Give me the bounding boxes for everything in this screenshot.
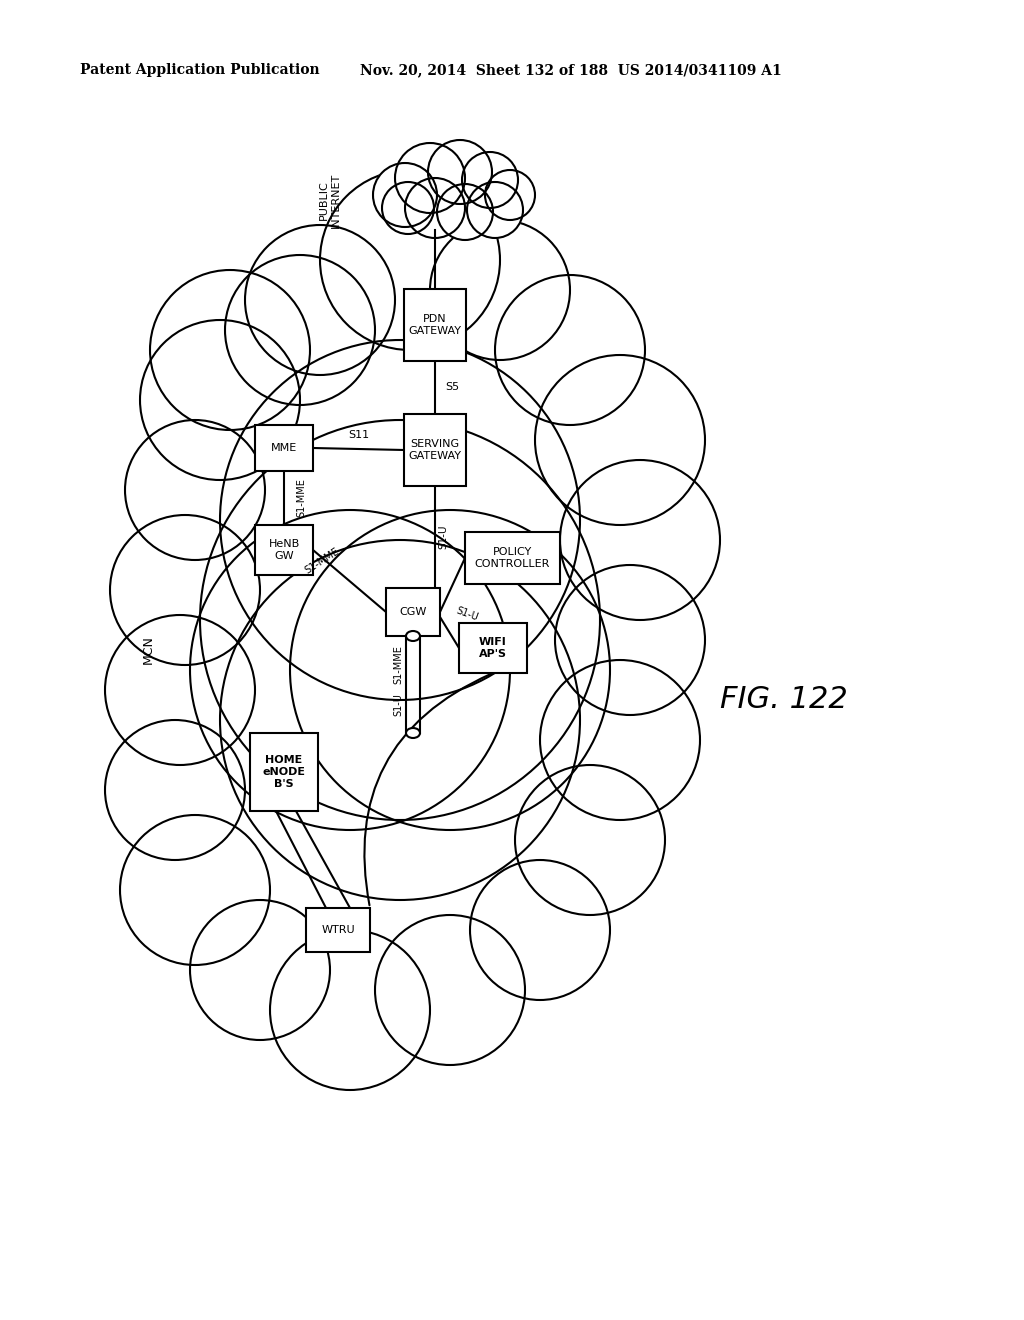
Text: PUBLIC
INTERNET: PUBLIC INTERNET — [319, 173, 341, 227]
Circle shape — [290, 510, 610, 830]
Bar — [255, 425, 313, 471]
Circle shape — [467, 182, 523, 238]
Circle shape — [462, 152, 518, 209]
Circle shape — [105, 615, 255, 766]
Text: HOME
eNODE
B'S: HOME eNODE B'S — [262, 755, 305, 788]
Bar — [386, 587, 440, 636]
Text: POLICY
CONTROLLER: POLICY CONTROLLER — [474, 548, 550, 569]
Text: WTRU: WTRU — [322, 925, 354, 935]
Text: Patent Application Publication: Patent Application Publication — [80, 63, 319, 77]
Circle shape — [110, 515, 260, 665]
Text: CGW: CGW — [399, 607, 427, 616]
Text: S1-U: S1-U — [393, 693, 403, 715]
Circle shape — [430, 220, 570, 360]
Bar — [404, 414, 466, 486]
Circle shape — [225, 255, 375, 405]
Bar — [404, 289, 466, 360]
Circle shape — [382, 182, 434, 234]
Text: S1-MME: S1-MME — [296, 479, 306, 517]
Circle shape — [373, 162, 437, 227]
Text: MME: MME — [271, 444, 297, 453]
Text: S1-MME: S1-MME — [303, 546, 341, 576]
Text: S1-U: S1-U — [455, 606, 479, 623]
Circle shape — [140, 319, 300, 480]
Text: SERVING
GATEWAY: SERVING GATEWAY — [409, 440, 462, 461]
Circle shape — [190, 900, 330, 1040]
Circle shape — [245, 224, 395, 375]
Circle shape — [428, 140, 492, 205]
Text: S1-U: S1-U — [438, 525, 449, 549]
Circle shape — [406, 178, 465, 238]
Text: FIG. 122: FIG. 122 — [720, 685, 848, 714]
Circle shape — [200, 420, 600, 820]
Circle shape — [105, 719, 245, 861]
Text: WIFI
AP'S: WIFI AP'S — [479, 638, 507, 659]
Text: MCN: MCN — [141, 635, 155, 664]
Ellipse shape — [406, 729, 420, 738]
Circle shape — [190, 510, 510, 830]
Circle shape — [540, 660, 700, 820]
Bar — [465, 532, 559, 583]
Circle shape — [515, 766, 665, 915]
Text: S11: S11 — [348, 430, 369, 440]
Text: S5: S5 — [445, 383, 459, 392]
Bar — [459, 623, 527, 673]
Circle shape — [395, 143, 465, 213]
Circle shape — [560, 459, 720, 620]
Circle shape — [375, 915, 525, 1065]
Text: PDN
GATEWAY: PDN GATEWAY — [409, 314, 462, 335]
Ellipse shape — [406, 631, 420, 642]
Circle shape — [125, 420, 265, 560]
Text: Nov. 20, 2014  Sheet 132 of 188  US 2014/0341109 A1: Nov. 20, 2014 Sheet 132 of 188 US 2014/0… — [360, 63, 781, 77]
Circle shape — [555, 565, 705, 715]
Circle shape — [470, 861, 610, 1001]
Bar — [255, 525, 313, 576]
Circle shape — [495, 275, 645, 425]
Circle shape — [485, 170, 535, 220]
Circle shape — [437, 183, 493, 240]
Bar — [250, 733, 318, 810]
Circle shape — [270, 931, 430, 1090]
Circle shape — [220, 341, 580, 700]
Text: HeNB
GW: HeNB GW — [268, 539, 300, 561]
Bar — [306, 908, 370, 952]
Circle shape — [120, 814, 270, 965]
Circle shape — [220, 540, 580, 900]
Circle shape — [535, 355, 705, 525]
Circle shape — [319, 170, 500, 350]
Text: S1-MME: S1-MME — [393, 645, 403, 684]
Circle shape — [150, 271, 310, 430]
